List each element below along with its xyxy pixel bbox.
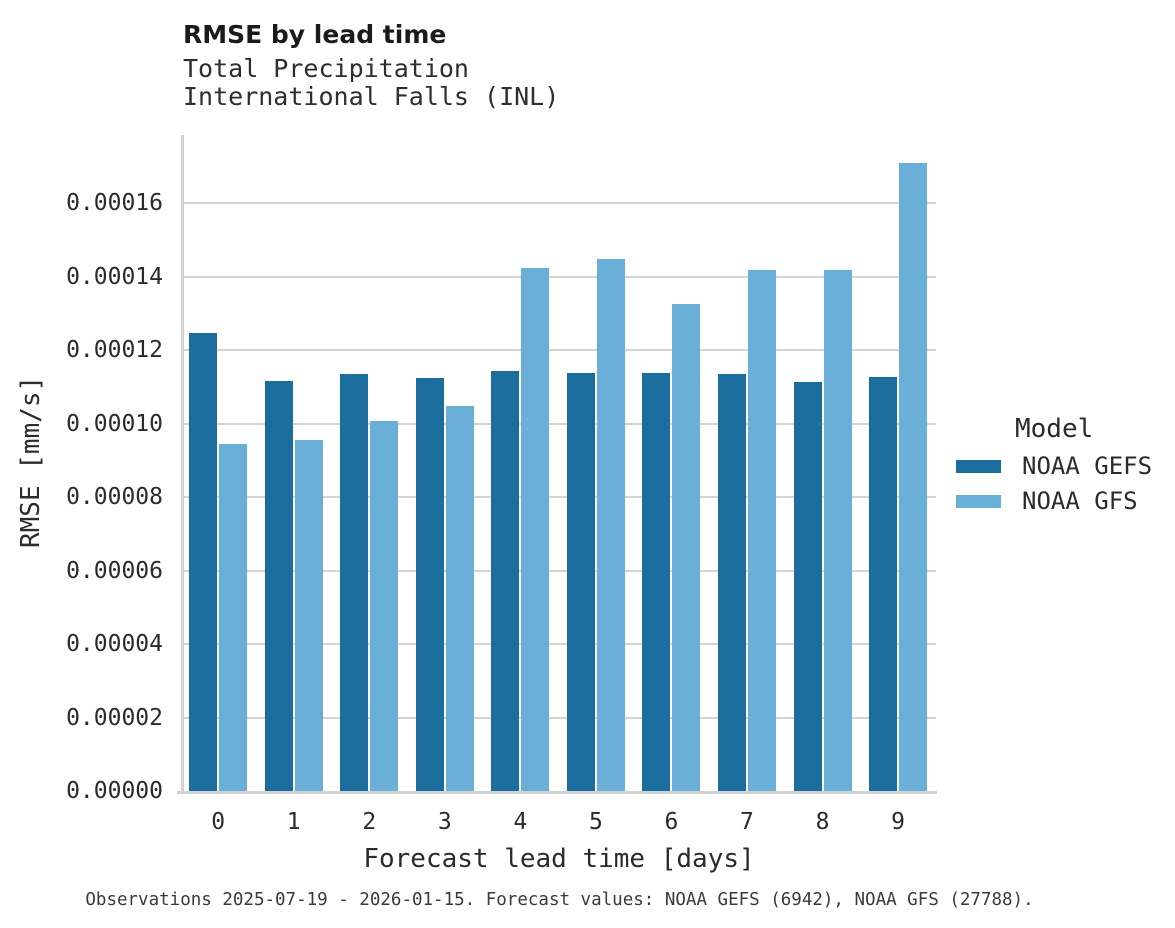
gridline bbox=[182, 202, 936, 204]
legend-title: Model bbox=[1015, 414, 1094, 444]
bar-noaa-gfs-lead-8 bbox=[823, 269, 852, 791]
bar-noaa-gfs-lead-7 bbox=[747, 269, 776, 791]
bar-group-lead-4 bbox=[491, 137, 550, 791]
bar-noaa-gefs-lead-3 bbox=[415, 377, 444, 791]
gridline bbox=[182, 275, 936, 278]
y-tick-label: 0.00008 bbox=[66, 484, 163, 510]
bar-noaa-gefs-lead-8 bbox=[793, 381, 822, 791]
x-axis-title: Forecast lead time [days] bbox=[363, 844, 755, 874]
y-tick-label: 0.00002 bbox=[66, 704, 163, 731]
gridline bbox=[182, 496, 936, 498]
plot-area bbox=[182, 137, 936, 791]
legend-swatch-noaa-gfs bbox=[956, 494, 1001, 508]
x-axis-spine bbox=[177, 791, 937, 794]
legend-swatch-noaa-gefs bbox=[956, 459, 1001, 473]
x-tick-label: 8 bbox=[815, 809, 830, 835]
y-tick-label: 0.00012 bbox=[66, 337, 163, 363]
bar-noaa-gfs-lead-4 bbox=[521, 267, 550, 791]
bar-noaa-gefs-lead-6 bbox=[642, 372, 671, 791]
bar-noaa-gfs-lead-5 bbox=[596, 258, 625, 791]
bar-noaa-gfs-lead-2 bbox=[370, 421, 399, 791]
bar-noaa-gfs-lead-3 bbox=[445, 406, 474, 791]
bar-group-lead-0 bbox=[189, 137, 248, 791]
x-tick-label: 1 bbox=[286, 809, 301, 835]
x-tick-label: 3 bbox=[437, 809, 452, 835]
gridline bbox=[182, 349, 936, 351]
y-tick-label: 0.00004 bbox=[66, 631, 163, 657]
legend-label: NOAA GFS bbox=[1022, 487, 1138, 515]
legend-item-noaa-gefs: NOAA GEFS bbox=[956, 452, 1153, 480]
y-axis-title: RMSE [mm/s] bbox=[16, 375, 46, 548]
bar-group-lead-6 bbox=[642, 137, 701, 791]
y-axis-spine bbox=[181, 135, 184, 794]
x-tick-label: 6 bbox=[664, 809, 679, 835]
y-tick-label: 0.00010 bbox=[66, 410, 163, 437]
x-tick-label: 7 bbox=[740, 809, 754, 835]
legend-item-noaa-gfs: NOAA GFS bbox=[956, 487, 1138, 515]
chart-subtitle-station: International Falls (INL) bbox=[183, 82, 560, 111]
gridline bbox=[182, 569, 936, 572]
gridline bbox=[182, 716, 936, 719]
y-tick-label: 0.00014 bbox=[66, 263, 163, 290]
bar-noaa-gfs-lead-1 bbox=[294, 439, 323, 791]
bar-noaa-gfs-lead-0 bbox=[219, 444, 248, 791]
y-tick-label: 0.00006 bbox=[66, 557, 163, 584]
x-tick-label: 9 bbox=[891, 809, 905, 835]
bar-group-lead-7 bbox=[717, 137, 776, 791]
bar-group-lead-3 bbox=[415, 137, 474, 791]
bar-noaa-gefs-lead-7 bbox=[717, 373, 746, 791]
x-tick-label: 0 bbox=[211, 809, 226, 835]
gridline bbox=[182, 422, 936, 425]
bar-group-lead-9 bbox=[869, 137, 928, 791]
bar-noaa-gefs-lead-2 bbox=[340, 373, 369, 791]
bar-group-lead-1 bbox=[264, 137, 323, 791]
chart-subtitle-variable: Total Precipitation bbox=[183, 54, 469, 83]
bar-group-lead-5 bbox=[566, 137, 625, 791]
caption: Observations 2025-07-19 - 2026-01-15. Fo… bbox=[85, 890, 1034, 910]
bar-noaa-gefs-lead-4 bbox=[491, 370, 520, 791]
bar-noaa-gfs-lead-6 bbox=[672, 304, 701, 791]
y-tick-label: 0.00000 bbox=[66, 778, 163, 804]
bar-noaa-gfs-lead-9 bbox=[899, 162, 928, 791]
bar-group-lead-8 bbox=[793, 137, 852, 791]
gridline bbox=[182, 643, 936, 645]
x-tick-label: 2 bbox=[362, 809, 377, 835]
bar-noaa-gefs-lead-1 bbox=[264, 380, 293, 791]
bar-noaa-gefs-lead-5 bbox=[566, 372, 595, 791]
x-tick-label: 4 bbox=[513, 809, 528, 835]
bar-group-lead-2 bbox=[340, 137, 399, 791]
bar-noaa-gefs-lead-9 bbox=[869, 377, 898, 791]
x-tick-label: 5 bbox=[588, 809, 603, 835]
chart-title: RMSE by lead time bbox=[183, 20, 447, 49]
bar-noaa-gefs-lead-0 bbox=[189, 333, 218, 791]
y-tick-label: 0.00016 bbox=[66, 190, 163, 216]
legend-label: NOAA GEFS bbox=[1022, 452, 1153, 480]
